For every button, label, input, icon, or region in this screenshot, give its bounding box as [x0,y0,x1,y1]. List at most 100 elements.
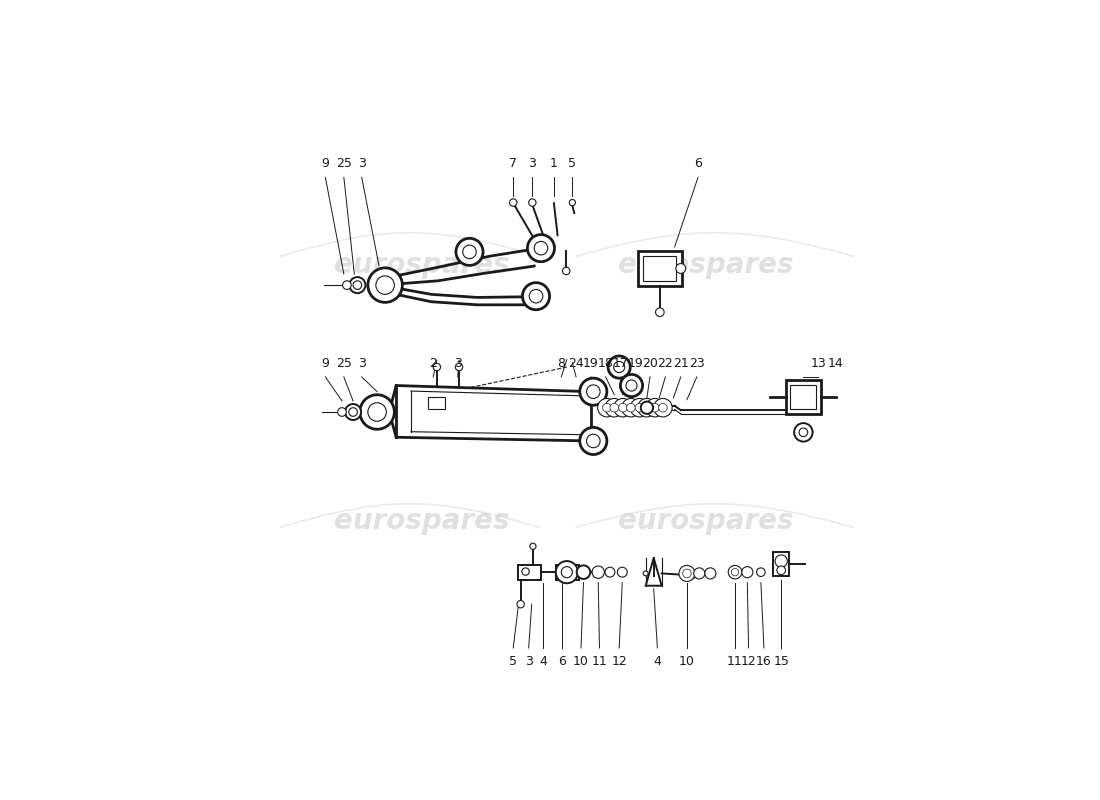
Circle shape [618,403,627,412]
Circle shape [694,568,705,579]
Text: 11: 11 [727,655,742,668]
Text: 25: 25 [336,357,352,370]
Circle shape [576,566,591,579]
Text: eurospares: eurospares [334,251,509,279]
Circle shape [580,378,607,406]
Circle shape [705,568,716,579]
Circle shape [630,398,649,417]
Text: 12: 12 [612,655,627,668]
Circle shape [757,568,766,577]
Circle shape [586,434,601,448]
Text: 1: 1 [550,157,558,170]
Text: 3: 3 [525,655,532,668]
Circle shape [679,566,695,582]
Circle shape [535,242,548,255]
Text: 2: 2 [429,357,437,370]
Circle shape [353,281,362,290]
Circle shape [367,402,386,422]
Text: 6: 6 [558,655,565,668]
Circle shape [597,398,616,417]
Circle shape [605,567,615,577]
FancyBboxPatch shape [638,250,682,286]
FancyBboxPatch shape [773,552,789,577]
Circle shape [653,398,672,417]
Circle shape [683,569,691,578]
Circle shape [638,398,656,417]
Circle shape [529,290,542,303]
Circle shape [560,568,568,575]
Text: 4: 4 [539,655,548,668]
Circle shape [349,408,358,416]
Text: 24: 24 [569,357,584,370]
Circle shape [650,403,659,412]
Circle shape [360,394,394,430]
Circle shape [617,567,627,577]
Text: 8: 8 [558,357,565,370]
Text: 20: 20 [642,357,658,370]
Circle shape [777,566,785,574]
Text: eurospares: eurospares [334,507,509,535]
Circle shape [564,569,572,576]
Circle shape [646,398,664,417]
Text: 12: 12 [740,655,757,668]
Circle shape [592,566,604,578]
Circle shape [609,403,618,412]
Circle shape [642,403,651,412]
Text: 10: 10 [573,655,588,668]
Text: 3: 3 [528,157,537,170]
Circle shape [689,571,695,579]
Text: 17: 17 [613,357,628,370]
Circle shape [586,385,601,398]
Text: 18: 18 [597,357,614,370]
Text: 9: 9 [321,357,329,370]
Circle shape [455,363,463,370]
Circle shape [640,402,653,414]
Circle shape [517,601,525,608]
Circle shape [732,569,739,576]
Circle shape [521,568,529,575]
Text: eurospares: eurospares [618,251,793,279]
FancyBboxPatch shape [644,256,676,281]
Circle shape [509,199,517,206]
Circle shape [794,423,813,442]
Circle shape [799,428,807,437]
Circle shape [570,199,575,206]
Circle shape [728,566,741,579]
Circle shape [529,199,536,206]
Circle shape [620,374,642,397]
Circle shape [527,234,554,262]
Circle shape [463,245,476,258]
Text: 22: 22 [658,357,673,370]
Circle shape [345,404,361,420]
Text: 11: 11 [592,655,607,668]
Text: 7: 7 [509,157,517,170]
Text: 3: 3 [454,357,462,370]
Circle shape [656,308,664,317]
Circle shape [614,398,632,417]
Circle shape [627,403,635,412]
FancyBboxPatch shape [428,397,446,409]
Circle shape [659,403,668,412]
Text: 13: 13 [811,357,826,370]
Circle shape [556,561,578,583]
Text: 14: 14 [828,357,844,370]
Circle shape [522,282,550,310]
Circle shape [342,281,351,290]
Text: 19: 19 [583,357,598,370]
Text: 6: 6 [694,157,702,170]
FancyBboxPatch shape [517,565,541,579]
Circle shape [626,380,637,391]
FancyBboxPatch shape [791,385,816,409]
Text: 19: 19 [627,357,644,370]
Circle shape [605,398,624,417]
Text: 16: 16 [756,655,772,668]
Circle shape [621,398,640,417]
Circle shape [741,566,752,578]
Text: 3: 3 [358,157,365,170]
Circle shape [608,356,630,378]
Circle shape [776,555,788,567]
Circle shape [433,363,440,370]
Circle shape [367,268,403,302]
Circle shape [561,566,572,578]
FancyBboxPatch shape [785,380,822,414]
